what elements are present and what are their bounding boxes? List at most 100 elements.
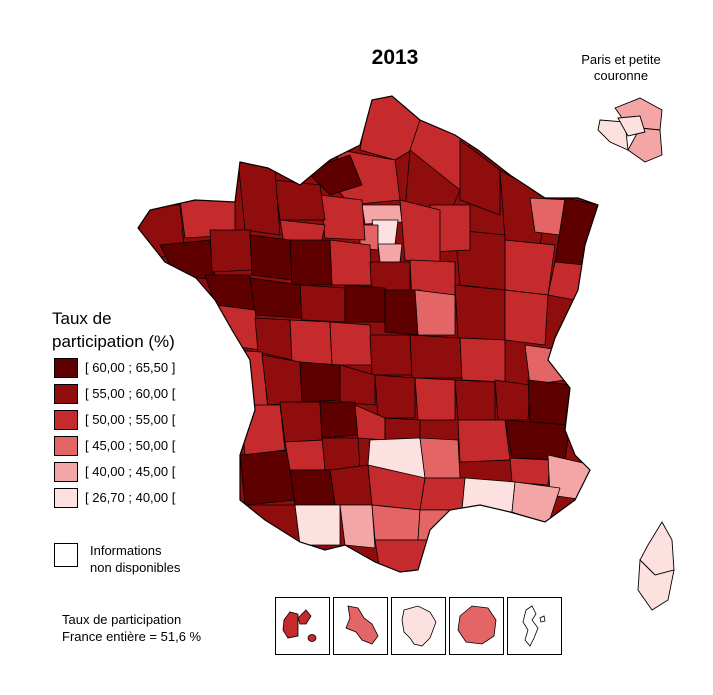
dept-puy-de-dome <box>374 374 416 419</box>
legend-swatch-1 <box>54 358 78 378</box>
dept-jura <box>459 337 506 383</box>
mainland-outline <box>137 95 599 573</box>
dept-calvados <box>274 179 326 221</box>
dept-haute-garonne <box>339 504 376 549</box>
dept-cote-d-or <box>454 284 506 341</box>
dept-rhone <box>454 379 496 421</box>
dept-pyrenees-orientales <box>374 539 431 572</box>
dept-essonne <box>377 243 403 263</box>
inset-martinique <box>333 597 388 655</box>
dept-ardennes <box>459 139 501 216</box>
paris-inset-title: Paris et petite couronne <box>556 52 686 84</box>
paris-inset-paris <box>617 115 646 137</box>
dept-ardeche <box>419 437 461 479</box>
dept-hautes-pyrenees <box>294 504 341 546</box>
dept-charente <box>261 354 303 406</box>
legend-na-line1: Informations <box>90 543 162 558</box>
inset-reunion <box>449 597 504 655</box>
martinique-icon <box>345 605 379 645</box>
inset-mayotte <box>507 597 562 655</box>
legend-label-6: [ 26,70 ; 40,00 [ <box>85 490 176 505</box>
guyane-icon <box>401 605 437 647</box>
dept-ain <box>494 379 531 421</box>
dept-gers <box>289 469 336 506</box>
dept-loire-atlantique <box>204 274 256 311</box>
dept-maine-et-loire <box>249 277 303 319</box>
dept-saone-et-loire <box>409 334 463 379</box>
dept-indre-et-loire <box>299 284 346 323</box>
national-rate-line2: France entière = 51,6 % <box>62 629 202 644</box>
dept-eure <box>319 194 366 241</box>
department-cells <box>138 96 598 572</box>
dept-lot <box>321 437 361 471</box>
dept-haute-vienne <box>299 361 341 403</box>
dept-creuse <box>339 364 376 406</box>
dept-dordogne <box>279 401 323 443</box>
legend-title-line2: participation (%) <box>52 332 175 351</box>
national-rate-line1: Taux de participation <box>62 612 182 627</box>
dept-landes <box>239 449 296 506</box>
dept-pyrenees-atlantiques <box>239 504 301 546</box>
guadeloupe-icon <box>282 609 317 642</box>
dept-aude <box>417 509 463 541</box>
dept-seine-et-marne <box>399 199 441 266</box>
dept-seine-maritime <box>304 154 363 196</box>
dept-val-d-oise <box>361 204 403 225</box>
dept-aveyron <box>329 464 373 506</box>
dept-var <box>511 481 561 526</box>
dept-herault <box>371 504 421 541</box>
legend-label-3: [ 50,00 ; 55,00 [ <box>85 412 176 427</box>
legend-label-1: [ 60,00 ; 65,50 ] <box>85 360 176 375</box>
corsica-corse-du-sud <box>637 558 675 611</box>
inset-guadeloupe <box>275 597 330 655</box>
dept-loir-et-cher <box>344 284 386 323</box>
overseas-insets <box>275 597 562 655</box>
map-title: 2013 <box>371 46 419 69</box>
dept-isere <box>504 419 571 461</box>
dept-nievre <box>414 289 456 336</box>
dept-mayenne <box>249 234 293 281</box>
legend-swatch-3 <box>54 410 78 430</box>
dept-allier <box>369 334 413 376</box>
mayotte-icon <box>522 605 546 647</box>
dept-gironde <box>239 404 286 456</box>
legend-na-line2: non disponibles <box>90 560 181 575</box>
legend-swatch-6 <box>54 488 78 508</box>
corsica <box>637 521 675 611</box>
dept-ille-et-vilaine <box>209 229 253 273</box>
dept-vosges <box>504 239 556 296</box>
legend-title: Taux de participation (%) <box>52 307 252 353</box>
paris-inset-val-de-marne <box>627 127 663 163</box>
paris-inset-title-line2: couronne <box>593 68 649 83</box>
legend-label-4: [ 45,00 ; 50,00 [ <box>85 438 176 453</box>
legend-label-5: [ 40,00 ; 45,00 [ <box>85 464 176 479</box>
dept-savoie <box>527 379 573 426</box>
legend-title-line1: Taux de <box>52 309 112 328</box>
legend-na-swatch <box>54 543 78 567</box>
dept-correze <box>319 401 359 439</box>
dept-hautes-alpes <box>509 457 551 486</box>
dept-vienne <box>289 319 333 366</box>
dept-doubs <box>504 289 549 346</box>
legend-swatch-2 <box>54 384 78 404</box>
legend-swatch-4 <box>54 436 78 456</box>
dept-haute-savoie <box>524 344 566 386</box>
dept-loire <box>414 377 456 421</box>
legend-na-label: Informations non disponibles <box>90 542 180 576</box>
legend-swatch-5 <box>54 462 78 482</box>
dept-sarthe <box>289 239 333 286</box>
reunion-icon <box>457 605 497 645</box>
mainland-france <box>137 95 599 573</box>
dept-cher <box>384 289 421 336</box>
inset-guyane <box>391 597 446 655</box>
legend-label-2: [ 55,00 ; 60,00 [ <box>85 386 176 401</box>
dept-gard <box>419 477 466 511</box>
dept-indre <box>329 321 373 366</box>
paris-inset <box>597 97 663 163</box>
paris-inset-title-line1: Paris et petite <box>581 52 661 67</box>
national-rate: Taux de participation France entière = 5… <box>62 611 201 645</box>
dept-eure-et-loir <box>329 239 373 286</box>
dept-lot-et-garonne <box>284 439 326 471</box>
dept-drome <box>457 419 511 463</box>
